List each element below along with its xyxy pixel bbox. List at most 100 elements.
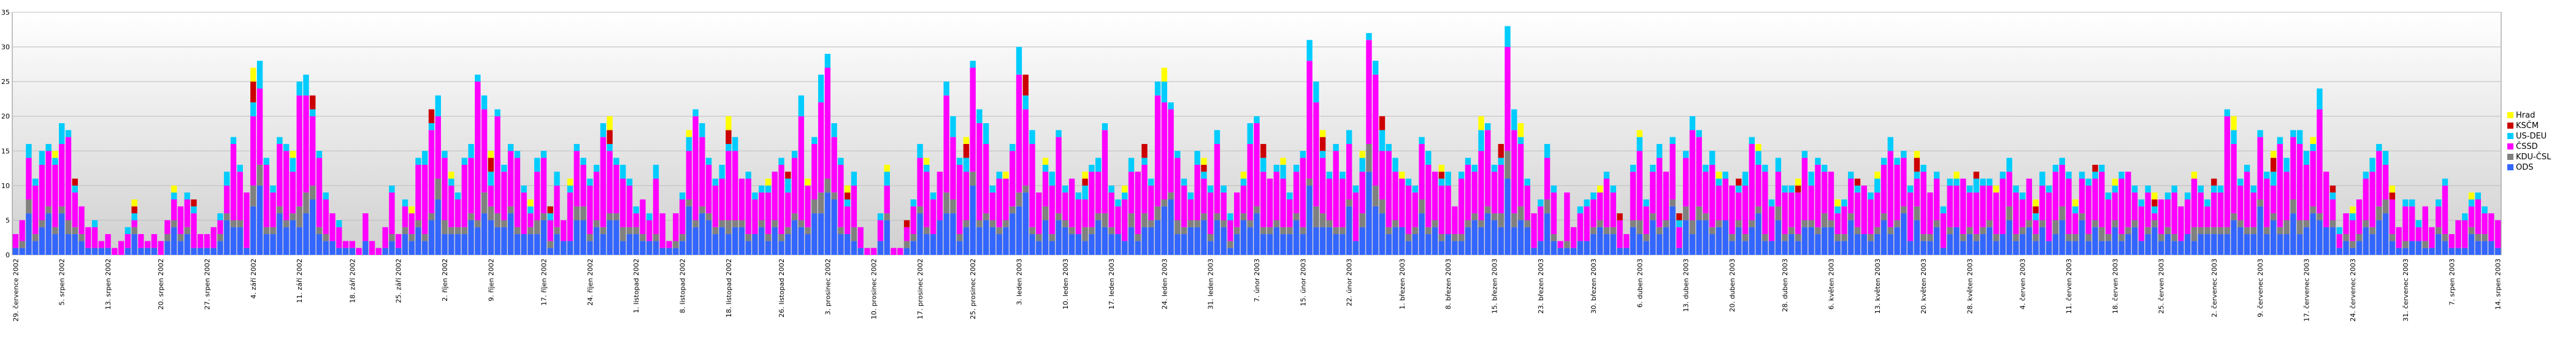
bar-segment	[310, 109, 316, 116]
bar-segment	[705, 157, 712, 165]
bar-segment	[2270, 220, 2277, 255]
x-tick-label: 1. listopad 2002	[632, 259, 640, 313]
bar-segment	[950, 116, 956, 137]
bar-segment	[1352, 185, 1359, 193]
bar-segment	[2363, 227, 2369, 255]
bar-segment	[408, 206, 415, 214]
bar-segment	[2052, 234, 2059, 255]
bar-segment	[1993, 241, 1999, 255]
bar-segment	[785, 172, 791, 179]
bar-segment	[1914, 178, 1920, 206]
bar-segment	[1953, 172, 1960, 179]
bar-segment	[1551, 185, 1557, 193]
bar-segment	[39, 164, 45, 221]
bar-segment	[1901, 213, 1907, 255]
bar-segment	[1564, 248, 1570, 255]
bar-segment	[1194, 227, 1200, 255]
x-tick-label: 13. květen 2003	[1874, 259, 1882, 314]
bar-segment	[1175, 220, 1181, 235]
bar-segment	[1603, 234, 1610, 255]
bar-segment	[831, 199, 837, 255]
bar-segment	[1841, 241, 1847, 255]
bar-segment	[1729, 241, 1735, 255]
bar-segment	[679, 241, 686, 255]
bar-segment	[1161, 67, 1167, 82]
bar-segment	[1260, 143, 1267, 158]
x-tick-label: 8. březen 2003	[1444, 259, 1452, 309]
bar-segment	[924, 234, 930, 255]
bar-segment	[791, 151, 798, 158]
bar-segment	[1082, 178, 1088, 186]
bar-segment	[1973, 178, 1979, 193]
bar-segment	[1280, 227, 1286, 235]
bar-segment	[1141, 227, 1148, 255]
bar-segment	[640, 234, 646, 241]
bar-segment	[296, 206, 302, 227]
bar-segment	[587, 178, 593, 186]
bar-segment	[600, 227, 607, 235]
bar-segment	[587, 234, 593, 241]
bar-segment	[903, 241, 910, 248]
bar-segment	[1960, 234, 1966, 241]
bar-segment	[468, 143, 474, 158]
bar-segment	[1749, 220, 1755, 227]
bar-segment	[2006, 157, 2012, 172]
legend-label: ČSSD	[2516, 142, 2538, 151]
bar-segment	[2178, 241, 2184, 255]
bar-segment	[745, 241, 751, 255]
bar-segment	[1584, 206, 1590, 241]
bar-segment	[1326, 178, 1333, 221]
bar-segment	[336, 220, 342, 227]
bar-segment	[2409, 206, 2415, 241]
bar-segment	[640, 241, 646, 255]
bar-segment	[2217, 192, 2224, 227]
bar-segment	[1287, 234, 1293, 255]
bar-segment	[2448, 234, 2455, 248]
bar-segment	[2448, 248, 2455, 255]
bar-segment	[1392, 220, 1398, 227]
bar-segment	[26, 157, 32, 200]
bar-segment	[2185, 192, 2191, 200]
bar-segment	[2283, 157, 2290, 172]
bar-segment	[1095, 213, 1102, 221]
bar-segment	[1287, 227, 1293, 235]
bar-segment	[1815, 164, 1821, 227]
bar-segment	[653, 234, 659, 241]
bar-segment	[1828, 220, 1834, 227]
bar-segment	[943, 95, 949, 193]
bar-segment	[1517, 137, 1524, 144]
bar-segment	[963, 137, 970, 144]
bar-segment	[838, 164, 844, 227]
bar-segment	[1822, 227, 1828, 255]
bar-segment	[561, 241, 567, 255]
bar-segment	[1485, 206, 1491, 214]
bar-segment	[1267, 227, 1273, 235]
bar-segment	[461, 227, 468, 235]
bar-segment	[1834, 206, 1841, 214]
bar-segment	[2039, 172, 2045, 186]
bar-segment	[1359, 227, 1365, 255]
bar-segment	[772, 227, 778, 255]
bar-segment	[1630, 227, 1636, 255]
bar-segment	[844, 199, 851, 206]
bar-segment	[329, 213, 335, 241]
bar-segment	[1940, 206, 1947, 214]
bar-segment	[1960, 241, 1966, 255]
bar-segment	[1089, 227, 1095, 235]
bar-segment	[1788, 234, 1795, 255]
bar-segment	[382, 248, 388, 255]
bar-segment	[573, 151, 580, 206]
bar-segment	[726, 143, 732, 151]
bar-segment	[831, 123, 837, 137]
bar-segment	[2066, 241, 2072, 255]
bar-segment	[402, 227, 408, 235]
bar-segment	[1062, 185, 1068, 193]
bar-segment	[534, 157, 540, 172]
bar-segment	[270, 234, 276, 255]
bar-segment	[778, 234, 784, 241]
bar-segment	[2085, 185, 2091, 235]
bar-segment	[507, 151, 514, 206]
bar-segment	[1755, 206, 1761, 214]
bar-segment	[2198, 234, 2204, 255]
bar-segment	[481, 95, 488, 110]
